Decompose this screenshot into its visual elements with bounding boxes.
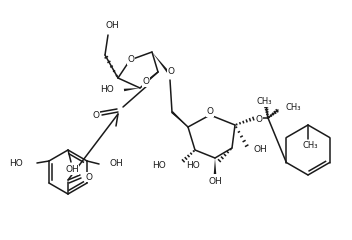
Text: O: O bbox=[256, 114, 263, 124]
Text: O: O bbox=[85, 173, 92, 181]
Text: O: O bbox=[93, 110, 100, 120]
Text: HO: HO bbox=[9, 158, 23, 168]
Polygon shape bbox=[124, 88, 140, 91]
Text: O: O bbox=[168, 66, 175, 76]
Polygon shape bbox=[171, 111, 188, 127]
Text: OH: OH bbox=[65, 166, 79, 174]
Text: OH: OH bbox=[105, 20, 119, 30]
Text: HO: HO bbox=[186, 161, 200, 169]
Text: O: O bbox=[143, 78, 150, 86]
Text: O: O bbox=[127, 55, 134, 65]
Polygon shape bbox=[152, 52, 169, 73]
Text: O: O bbox=[207, 108, 214, 116]
Text: CH₃: CH₃ bbox=[302, 142, 318, 150]
Text: OH: OH bbox=[253, 145, 267, 155]
Text: OH: OH bbox=[208, 178, 222, 186]
Polygon shape bbox=[214, 158, 216, 174]
Text: OH: OH bbox=[109, 160, 123, 168]
Text: HO: HO bbox=[152, 161, 166, 169]
Text: CH₃: CH₃ bbox=[256, 97, 272, 107]
Text: HO: HO bbox=[100, 84, 114, 94]
Text: CH₃: CH₃ bbox=[286, 103, 302, 113]
